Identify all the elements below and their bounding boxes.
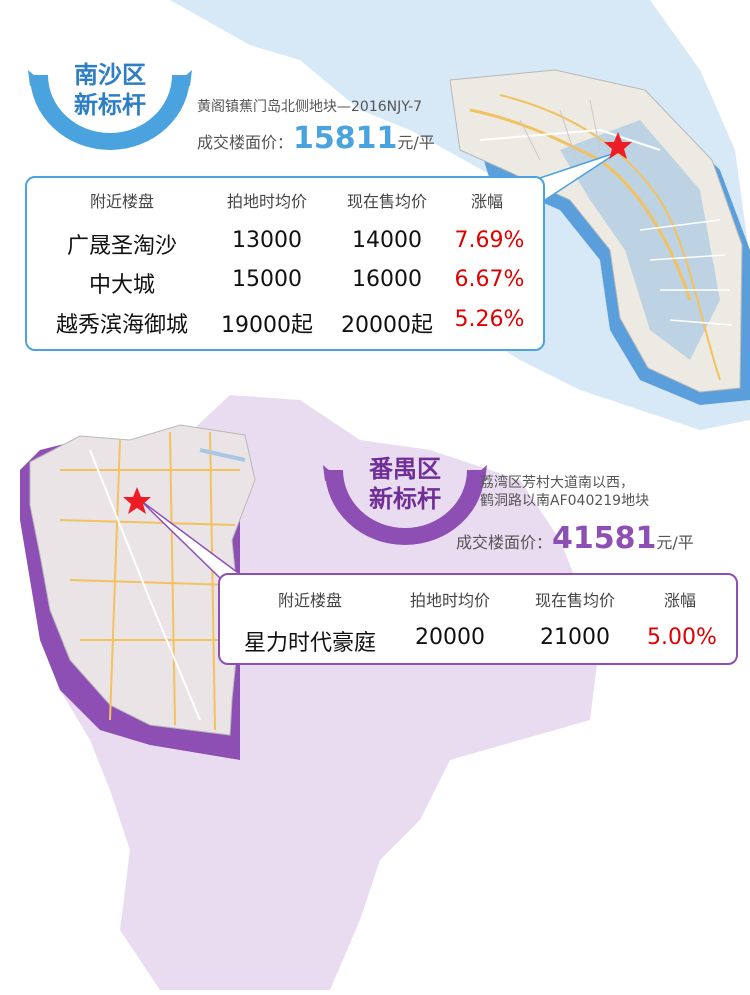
table-cell: 16000: [352, 267, 422, 292]
nansha-price: 成交楼面价：15811元/平: [197, 121, 435, 156]
panyu-plot-name-line1: 荔湾区芳村大道南以西，: [480, 475, 634, 491]
table-cell: 13000: [232, 228, 302, 253]
table-cell: 7.69%: [454, 228, 525, 253]
table-cell: 20000: [415, 625, 485, 650]
panyu-badge-arc: [325, 470, 485, 545]
table-cell: 21000: [540, 625, 610, 650]
table-cell: 20000起: [341, 313, 433, 338]
nansha-badge-arc: [30, 75, 190, 150]
panyu-badge: 番禺区 新标杆: [350, 454, 460, 514]
nansha-price-value: 15811: [293, 121, 398, 156]
table-cell: 15000: [232, 267, 302, 292]
panyu-price-label: 成交楼面价：: [456, 533, 553, 552]
panyu-price-unit: 元/平: [656, 533, 694, 552]
table-header: 涨幅: [663, 591, 696, 610]
nansha-badge: 南沙区 新标杆: [55, 60, 165, 120]
panyu-badge-line1: 番禺区: [369, 455, 441, 483]
panyu-badge-line2: 新标杆: [369, 485, 441, 513]
panyu-price-value: 41581: [552, 521, 657, 556]
nansha-price-table: 附近楼盘 拍地时均价 现在售均价 涨幅 广晟圣淘沙 13000 14000 7.…: [25, 176, 545, 351]
table-cell: 5.26%: [454, 307, 525, 332]
panyu-map: [29, 424, 256, 736]
panyu-price: 成交楼面价：41581元/平: [456, 521, 694, 556]
table-cell: 5.00%: [647, 625, 717, 650]
table-header: 附近楼盘: [89, 192, 154, 211]
table-header: 涨幅: [470, 192, 503, 211]
panyu-price-table: 附近楼盘 拍地时均价 现在售均价 涨幅 星力时代豪庭 20000 21000 5…: [218, 573, 738, 665]
nansha-price-label: 成交楼面价：: [197, 133, 294, 152]
table-cell: 14000: [352, 228, 422, 253]
table-header: 现在售均价: [346, 192, 427, 211]
table-cell: 越秀滨海御城: [55, 313, 188, 338]
nansha-map: [449, 69, 743, 393]
panyu-plot-name: 荔湾区芳村大道南以西， 鹤洞路以南AF040219地块: [480, 474, 649, 510]
table-header: 现在售均价: [534, 591, 615, 610]
table-cell: 中大城: [88, 273, 155, 298]
table-cell: 星力时代豪庭: [243, 631, 376, 656]
table-cell: 6.67%: [454, 267, 525, 292]
table-cell: 广晟圣淘沙: [66, 234, 177, 259]
table-header: 拍地时均价: [409, 591, 490, 610]
nansha-badge-line1: 南沙区: [74, 61, 146, 89]
nansha-price-unit: 元/平: [397, 133, 435, 152]
nansha-plot-name: 黄阁镇蕉门岛北侧地块—2016NJY-7: [197, 99, 423, 115]
table-header: 拍地时均价: [226, 192, 307, 211]
red-star-icon: [604, 132, 632, 159]
table-header: 附近楼盘: [277, 591, 342, 610]
red-star-icon: [123, 487, 151, 514]
table-cell: 19000起: [221, 313, 313, 338]
panyu-plot-name-line2: 鹤洞路以南AF040219地块: [480, 493, 650, 509]
nansha-badge-line2: 新标杆: [74, 91, 146, 119]
